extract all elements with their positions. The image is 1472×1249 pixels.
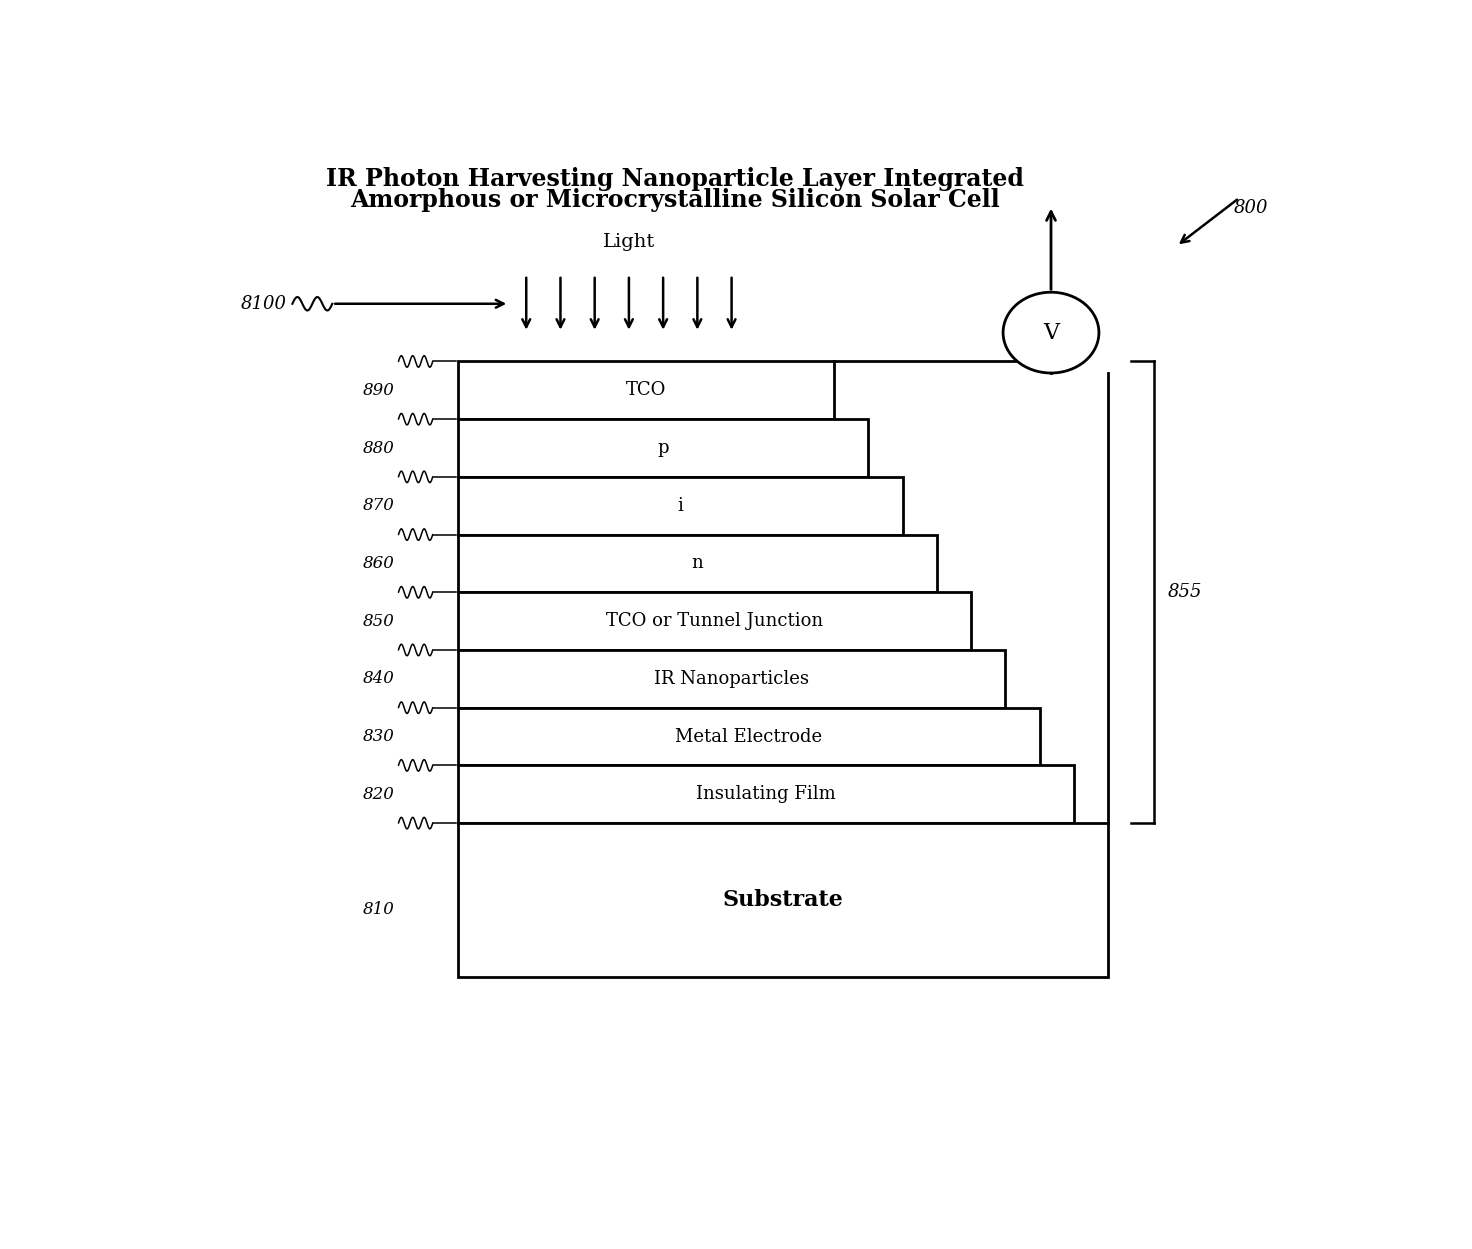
Text: Insulating Film: Insulating Film <box>696 786 836 803</box>
Text: i: i <box>677 497 683 515</box>
Bar <box>458 823 1108 977</box>
Text: 800: 800 <box>1234 199 1267 216</box>
Text: Amorphous or Microcrystalline Silicon Solar Cell: Amorphous or Microcrystalline Silicon So… <box>350 187 999 212</box>
Text: 890: 890 <box>364 382 394 398</box>
Text: IR Photon Harvesting Nanoparticle Layer Integrated: IR Photon Harvesting Nanoparticle Layer … <box>325 166 1023 191</box>
Text: 840: 840 <box>364 671 394 687</box>
Bar <box>458 766 1075 823</box>
Text: 880: 880 <box>364 440 394 457</box>
Circle shape <box>1002 292 1100 373</box>
Text: IR Nanoparticles: IR Nanoparticles <box>654 669 810 688</box>
Bar <box>458 649 1005 708</box>
Text: Substrate: Substrate <box>723 889 843 911</box>
Text: 860: 860 <box>364 555 394 572</box>
Text: 8100: 8100 <box>241 295 287 312</box>
Text: 850: 850 <box>364 612 394 629</box>
Text: V: V <box>1044 321 1058 343</box>
Bar <box>458 708 1039 766</box>
Text: Metal Electrode: Metal Electrode <box>676 727 823 746</box>
Text: 855: 855 <box>1167 583 1201 601</box>
Bar <box>458 535 936 592</box>
Text: 820: 820 <box>364 786 394 803</box>
Bar <box>458 477 902 535</box>
Text: Light: Light <box>604 232 655 251</box>
Bar <box>458 361 835 420</box>
Bar <box>458 420 868 477</box>
Bar <box>458 592 972 649</box>
Text: n: n <box>692 555 704 572</box>
Text: p: p <box>658 438 668 457</box>
Text: TCO or Tunnel Junction: TCO or Tunnel Junction <box>606 612 823 631</box>
Text: TCO: TCO <box>626 381 667 400</box>
Text: 830: 830 <box>364 728 394 746</box>
Text: 870: 870 <box>364 497 394 515</box>
Text: 810: 810 <box>364 901 394 918</box>
